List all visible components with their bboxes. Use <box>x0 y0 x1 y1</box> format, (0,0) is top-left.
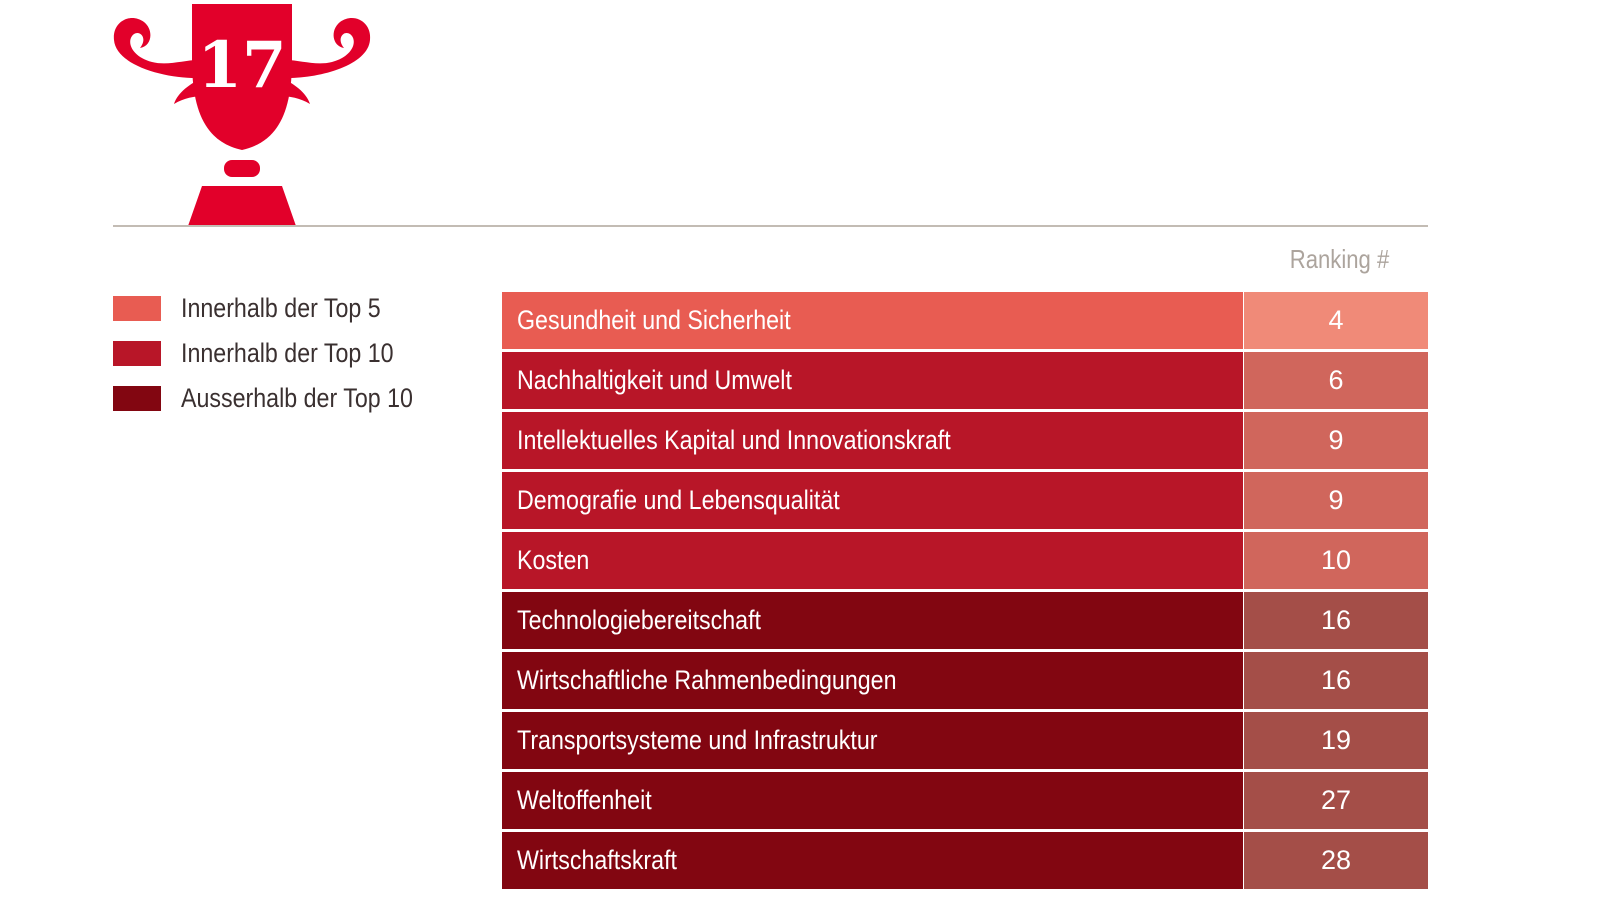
legend-swatch <box>113 386 161 411</box>
legend-label: Innerhalb der Top 5 <box>181 293 381 323</box>
category-label: Transportsysteme und Infrastruktur <box>517 725 878 755</box>
category-label: Wirtschaftliche Rahmenbedingungen <box>517 665 897 695</box>
table-row: Gesundheit und Sicherheit 4 <box>502 292 1428 349</box>
category-label: Nachhaltigkeit und Umwelt <box>517 365 792 395</box>
rank-value: 27 <box>1244 772 1428 829</box>
rank-value: 28 <box>1244 832 1428 889</box>
category-cell: Wirtschaftskraft <box>502 832 1243 889</box>
category-label: Weltoffenheit <box>517 785 652 815</box>
trophy-icon: 17 <box>113 4 371 226</box>
table-row: Transportsysteme und Infrastruktur 19 <box>502 712 1428 769</box>
table-row: Wirtschaftskraft 28 <box>502 832 1428 889</box>
category-cell: Intellektuelles Kapital und Innovationsk… <box>502 412 1243 469</box>
rank-value: 16 <box>1244 652 1428 709</box>
table-row: Weltoffenheit 27 <box>502 772 1428 829</box>
category-cell: Kosten <box>502 532 1243 589</box>
category-label: Kosten <box>517 545 590 575</box>
legend-label: Innerhalb der Top 10 <box>181 338 394 368</box>
divider <box>113 225 1428 227</box>
table-row: Wirtschaftliche Rahmenbedingungen 16 <box>502 652 1428 709</box>
category-cell: Nachhaltigkeit und Umwelt <box>502 352 1243 409</box>
category-cell: Wirtschaftliche Rahmenbedingungen <box>502 652 1243 709</box>
category-label: Intellektuelles Kapital und Innovationsk… <box>517 425 951 455</box>
table-row: Technologiebereitschaft 16 <box>502 592 1428 649</box>
table-row: Intellektuelles Kapital und Innovationsk… <box>502 412 1428 469</box>
rank-value: 9 <box>1244 472 1428 529</box>
rank-value: 4 <box>1244 292 1428 349</box>
table-row: Kosten 10 <box>502 532 1428 589</box>
legend-swatch <box>113 296 161 321</box>
category-label: Wirtschaftskraft <box>517 845 677 875</box>
legend-label: Ausserhalb der Top 10 <box>181 383 413 413</box>
ranking-table: Gesundheit und Sicherheit 4 Nachhaltigkeit… <box>502 292 1428 892</box>
rank-value: 16 <box>1244 592 1428 649</box>
category-cell: Demografie und Lebensqualität <box>502 472 1243 529</box>
table-row: Demografie und Lebensqualität 9 <box>502 472 1428 529</box>
column-header-ranking: Ranking # <box>1289 244 1390 274</box>
category-cell: Gesundheit und Sicherheit <box>502 292 1243 349</box>
rank-value: 6 <box>1244 352 1428 409</box>
rank-number: 17 <box>197 28 286 103</box>
rank-value: 19 <box>1244 712 1428 769</box>
category-label: Gesundheit und Sicherheit <box>517 305 791 335</box>
category-label: Demografie und Lebensqualität <box>517 485 840 515</box>
rank-value: 10 <box>1244 532 1428 589</box>
table-row: Nachhaltigkeit und Umwelt 6 <box>502 352 1428 409</box>
category-label: Technologiebereitschaft <box>517 605 761 635</box>
legend-swatch <box>113 341 161 366</box>
rank-value: 9 <box>1244 412 1428 469</box>
category-cell: Technologiebereitschaft <box>502 592 1243 649</box>
category-cell: Transportsysteme und Infrastruktur <box>502 712 1243 769</box>
category-cell: Weltoffenheit <box>502 772 1243 829</box>
